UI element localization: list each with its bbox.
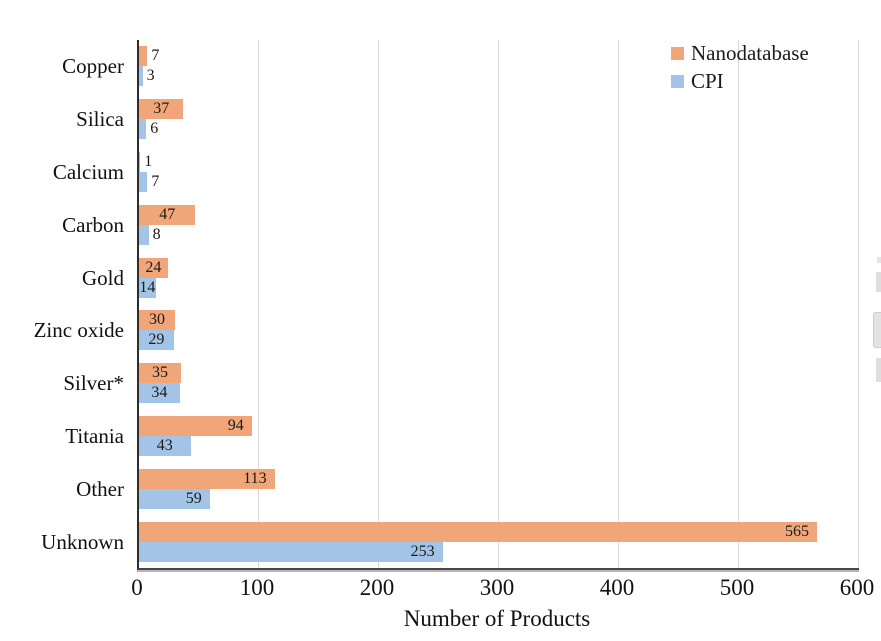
value-label-cpi-calcium: 7 <box>151 172 160 190</box>
gridline-x-500 <box>738 40 739 568</box>
bar-cpi-copper <box>139 66 143 87</box>
legend-item-cpi: CPI <box>671 70 809 93</box>
category-row-titania: 94 43 <box>139 410 859 463</box>
category-row-other: 113 59 <box>139 462 859 515</box>
value-label-cpi-zinc-oxide: 29 <box>148 331 165 349</box>
bar-nanodatabase-silica: 37 <box>139 99 184 120</box>
x-tick-label-600: 600 <box>839 575 875 600</box>
category-row-gold: 24 14 <box>139 251 859 304</box>
value-label-cpi-unknown: 253 <box>410 542 435 560</box>
bar-cpi-silica <box>139 119 147 140</box>
legend-label-cpi: CPI <box>691 69 724 93</box>
value-label-cpi-gold: 14 <box>139 278 156 296</box>
legend-label-nanodatabase: Nanodatabase <box>691 41 809 65</box>
bar-cpi-silver: 34 <box>139 383 180 404</box>
bar-nanodatabase-zinc-oxide: 30 <box>139 310 175 331</box>
category-row-silica: 37 6 <box>139 93 859 146</box>
category-label-zinc-oxide: Zinc oxide <box>33 318 124 343</box>
x-tick-label-200: 200 <box>359 575 395 600</box>
x-tick-label-0: 0 <box>131 575 143 600</box>
bar-cpi-other: 59 <box>139 488 210 509</box>
x-tick-label-100: 100 <box>239 575 275 600</box>
plot-area: 7 3 37 6 1 7 47 8 24 14 30 29 35 34 94 43 113 59 565 253 <box>137 40 859 572</box>
category-row-unknown: 565 253 <box>139 515 859 568</box>
bar-cpi-gold: 14 <box>139 277 156 298</box>
value-label-nanodatabase-other: 113 <box>243 469 267 487</box>
value-label-nanodatabase-silver: 35 <box>152 364 168 382</box>
value-label-nanodatabase-unknown: 565 <box>785 522 809 540</box>
value-label-nanodatabase-silica: 37 <box>153 100 170 118</box>
category-label-silver: Silver* <box>63 371 124 396</box>
screen-edge-fragment <box>876 272 881 292</box>
legend: Nanodatabase CPI <box>671 42 809 98</box>
value-label-nanodatabase-titania: 94 <box>227 416 244 434</box>
value-label-cpi-titania: 43 <box>156 436 173 454</box>
screen-edge-fragment <box>877 257 881 263</box>
category-label-silica: Silica <box>76 107 124 132</box>
category-row-carbon: 47 8 <box>139 198 859 251</box>
bar-nanodatabase-silver: 35 <box>139 363 181 384</box>
bar-nanodatabase-gold: 24 <box>139 257 168 278</box>
category-row-zinc-oxide: 30 29 <box>139 304 859 357</box>
legend-item-nanodatabase: Nanodatabase <box>671 42 809 65</box>
cpi-swatch-icon <box>671 75 684 88</box>
gridline-x-100 <box>258 40 259 568</box>
value-label-nanodatabase-carbon: 47 <box>159 205 176 223</box>
value-label-cpi-copper: 3 <box>146 67 155 85</box>
x-tick-label-400: 400 <box>599 575 635 600</box>
bar-nanodatabase-other: 113 <box>139 468 275 489</box>
category-label-other: Other <box>76 476 124 501</box>
bar-cpi-calcium <box>139 171 148 192</box>
value-label-cpi-silver: 34 <box>151 384 168 402</box>
value-label-nanodatabase-calcium: 1 <box>144 152 153 170</box>
nanodatabase-swatch-icon <box>671 47 684 60</box>
gridline-x-600 <box>858 40 859 568</box>
category-label-carbon: Carbon <box>62 212 124 237</box>
category-label-calcium: Calcium <box>52 160 124 184</box>
value-label-nanodatabase-zinc-oxide: 30 <box>149 311 165 329</box>
screen-edge-fragment <box>876 358 881 382</box>
bar-nanodatabase-calcium <box>139 151 141 172</box>
bar-nanodatabase-copper <box>139 46 148 67</box>
gridline-x-400 <box>618 40 619 568</box>
x-axis-title: Number of Products <box>403 606 591 631</box>
bar-nanodatabase-titania: 94 <box>139 415 252 436</box>
bar-cpi-unknown: 253 <box>139 541 443 562</box>
value-label-nanodatabase-gold: 24 <box>145 258 162 276</box>
category-label-copper: Copper <box>62 54 124 79</box>
bar-nanodatabase-unknown: 565 <box>139 521 817 542</box>
x-tick-label-300: 300 <box>479 575 515 600</box>
bar-cpi-carbon <box>139 224 149 245</box>
bar-cpi-zinc-oxide: 29 <box>139 330 174 351</box>
category-label-titania: Titania <box>65 424 124 448</box>
x-tick-label-500: 500 <box>719 575 755 600</box>
category-row-silver: 35 34 <box>139 357 859 410</box>
value-label-cpi-carbon: 8 <box>152 225 161 243</box>
value-label-cpi-other: 59 <box>185 489 202 507</box>
value-label-cpi-silica: 6 <box>150 120 159 138</box>
screen-edge-fragment <box>873 312 881 348</box>
value-label-nanodatabase-copper: 7 <box>151 47 160 65</box>
bar-cpi-titania: 43 <box>139 435 191 456</box>
category-label-unknown: Unknown <box>41 529 124 554</box>
gridline-x-200 <box>378 40 379 568</box>
category-label-gold: Gold <box>82 265 124 290</box>
x-axis-shadow-line <box>137 570 859 572</box>
gridline-x-300 <box>498 40 499 568</box>
bar-nanodatabase-carbon: 47 <box>139 204 196 225</box>
